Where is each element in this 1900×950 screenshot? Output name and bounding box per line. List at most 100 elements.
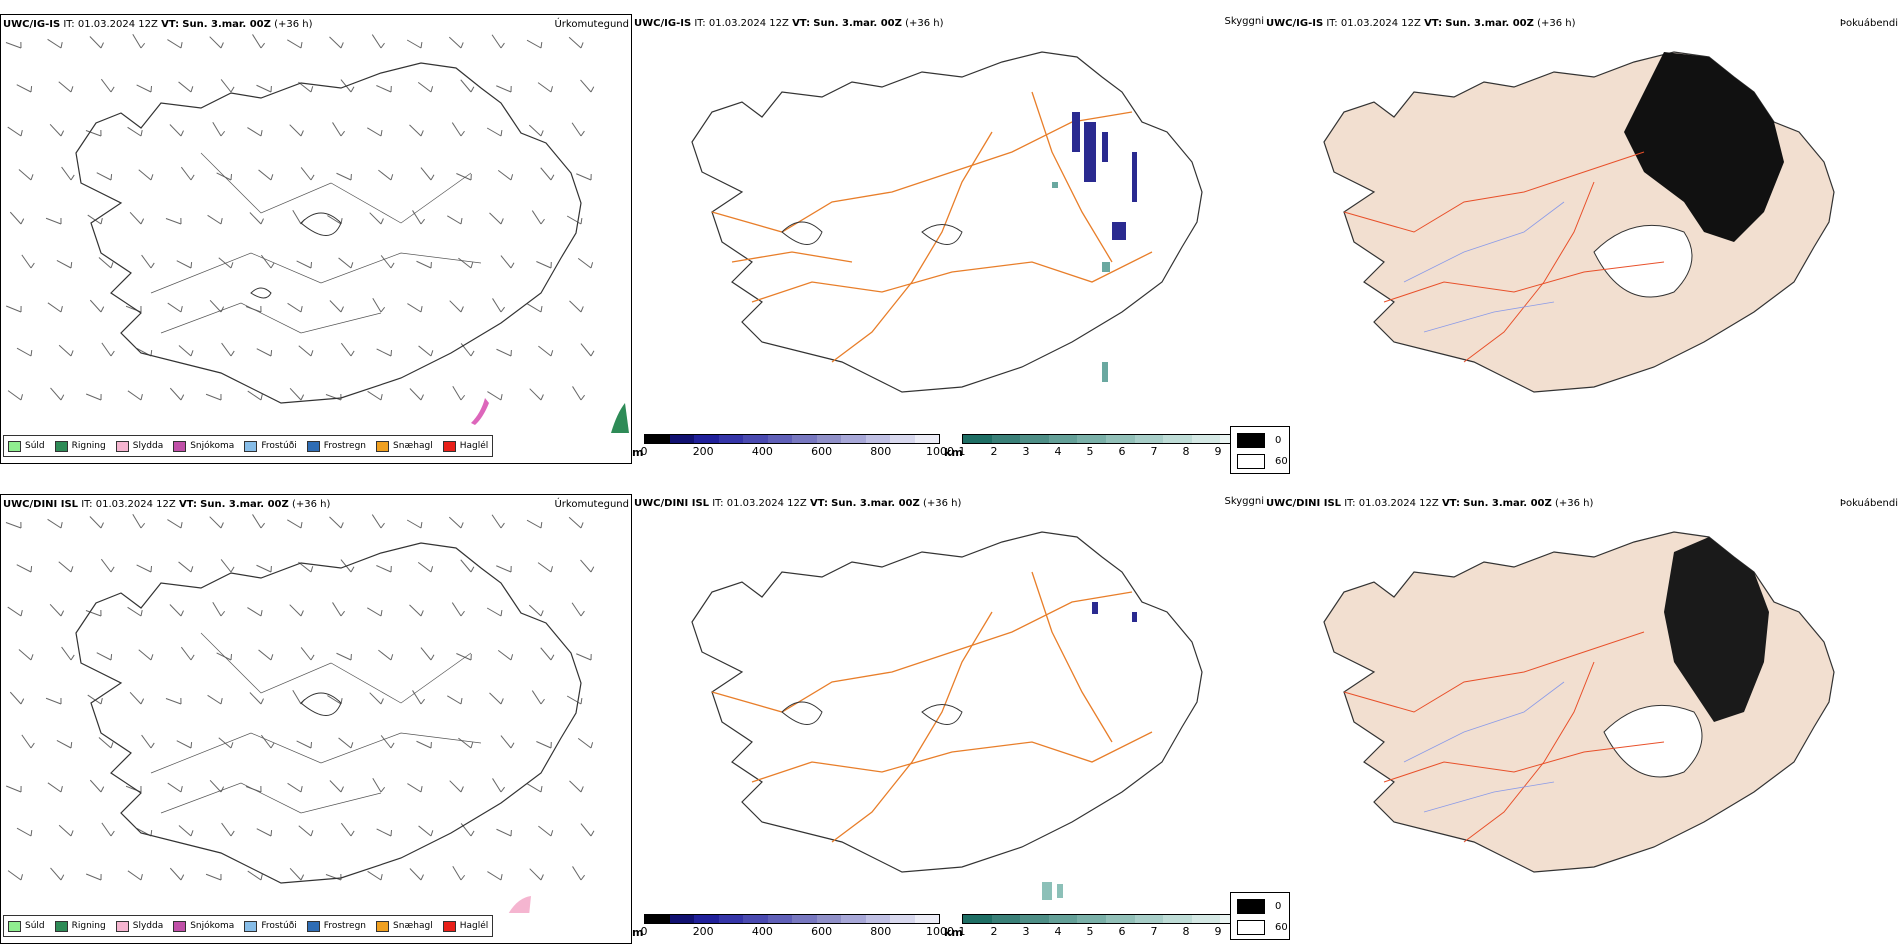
wind-barb — [460, 823, 472, 837]
init-time: 01.03.2024 12Z — [1340, 18, 1421, 29]
wind-barb — [16, 347, 32, 357]
init-time: 01.03.2024 12Z — [77, 19, 158, 30]
wind-barb-flag — [150, 262, 155, 269]
wind-barb — [486, 607, 502, 617]
lead-time: (+36 h) — [274, 19, 313, 30]
wind-barb-flag — [110, 566, 115, 573]
colorbar-segment — [1191, 435, 1221, 443]
wind-barb-flag — [70, 174, 75, 181]
colorbar-segment — [1163, 435, 1192, 443]
wind-barb-flag — [580, 610, 585, 617]
valid-label: VT: — [1424, 18, 1443, 29]
wind-barb-flag — [140, 874, 143, 881]
colorbar-tick-label: 400 — [751, 925, 773, 938]
legend-swatch — [115, 920, 129, 932]
colorbar-segment — [991, 915, 1021, 923]
colorbar-tick-label: 1 — [958, 445, 966, 458]
wind-barb — [416, 740, 432, 749]
wind-barb — [489, 692, 502, 705]
wind-barb — [56, 740, 72, 749]
wind-barb-flag — [30, 742, 35, 749]
wind-barb-flag — [350, 742, 354, 749]
valid-time: Sun. 3.mar. 00Z — [200, 499, 289, 510]
wind-barb-flag — [270, 262, 275, 269]
wind-barb — [85, 130, 102, 137]
wind-barb-flag — [550, 86, 554, 93]
wind-barb-flag — [420, 874, 424, 881]
wind-barb-flag — [580, 217, 583, 225]
wind-barb-flag — [550, 174, 555, 181]
wind-barb — [420, 167, 432, 181]
wind-barb-flag — [260, 698, 264, 705]
wind-barb-flag — [420, 130, 424, 137]
wind-barb-flag — [100, 698, 103, 705]
legend-label: Haglél — [459, 921, 489, 931]
colorbar-tick-label: 5 — [1086, 445, 1094, 458]
wind-barb-flag — [230, 86, 235, 93]
wind-barb-flag — [230, 262, 234, 269]
colorbar-segment — [1048, 915, 1078, 923]
wind-barb — [538, 345, 552, 357]
fog-legend-row: 60 — [1237, 920, 1288, 935]
colorbar-segment — [792, 915, 817, 923]
wind-barb — [138, 649, 152, 661]
precip-type-legend: Súld Rigning Slydda Snjókoma Frostúði Fr… — [3, 435, 494, 457]
colorbar-ticks: 0 200 400 600 800 1000 — [641, 924, 955, 938]
wind-barb-flag — [420, 41, 423, 49]
colorbar-segment — [816, 915, 841, 923]
wind-barb-flag — [310, 174, 315, 181]
wind-barb — [16, 564, 32, 573]
wind-barb — [451, 122, 462, 137]
wind-barb — [292, 690, 302, 705]
wind-barb-flag — [20, 394, 24, 401]
wind-barb — [21, 734, 32, 749]
legend-swatch — [442, 920, 456, 932]
wind-barb — [487, 871, 502, 881]
wind-barb — [458, 737, 472, 749]
fog-legend-row: 0 — [1237, 433, 1281, 448]
lead-time: (+36 h) — [922, 498, 962, 509]
wind-barb-flag — [110, 653, 113, 661]
legend-item: Frostregn — [306, 440, 366, 452]
wind-barb-flag — [590, 262, 594, 269]
wind-barb-flag — [70, 261, 73, 269]
wind-barb-flag — [420, 521, 423, 529]
wind-barb-flag — [230, 350, 235, 357]
wind-barb-flag — [540, 874, 544, 881]
colorbar-bar — [962, 914, 1250, 924]
wind-barb-flag — [260, 522, 265, 529]
wind-barb-flag — [540, 786, 543, 793]
wind-barb — [300, 647, 312, 661]
wind-barb-flag — [60, 522, 63, 529]
colorbar-tick-label: 8 — [1182, 925, 1190, 938]
wind-barb-flag — [70, 350, 74, 357]
wind-barb-flag — [340, 786, 344, 793]
wind-barb — [407, 783, 422, 793]
wind-barb — [209, 299, 222, 313]
wind-barb-flag — [140, 42, 146, 49]
legend-label: Snæhagl — [393, 441, 433, 451]
colorbar-segment — [1105, 915, 1135, 923]
wind-barb — [85, 610, 102, 617]
wind-barb-flag — [140, 130, 143, 137]
wind-barb-flag — [540, 698, 545, 705]
wind-barb — [296, 260, 312, 269]
wind-barb — [167, 39, 182, 49]
init-label: IT: — [1326, 18, 1338, 29]
wind-barb — [287, 302, 302, 313]
wind-barb-flag — [460, 306, 464, 313]
wind-barb — [576, 653, 592, 661]
wind-barb — [47, 302, 62, 313]
wind-barb — [566, 695, 582, 705]
wind-barb-flag — [460, 786, 464, 793]
wind-barb — [61, 166, 72, 181]
wind-barb-flag — [60, 42, 63, 49]
wind-barb-flag — [100, 42, 104, 49]
wind-barb — [407, 303, 422, 313]
colorbar-ticks: 12345678910 — [959, 924, 1258, 938]
wind-barb — [526, 519, 542, 529]
wind-barb — [531, 690, 542, 705]
wind-barb — [538, 825, 552, 837]
colorbar-tick-label: 3 — [1022, 445, 1030, 458]
wind-barb — [260, 254, 272, 269]
